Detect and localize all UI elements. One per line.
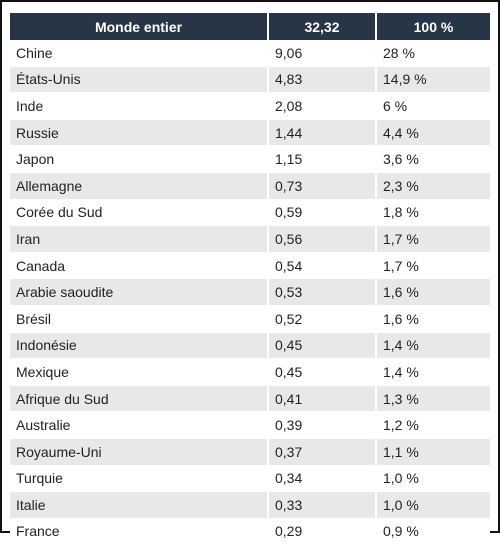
table-body: Chine 9,06 28 % États-Unis 4,83 14,9 % I… <box>10 40 490 545</box>
value-cell: 0,33 <box>267 492 375 519</box>
share-cell: 1,2 % <box>375 412 490 439</box>
value-cell: 0,34 <box>267 465 375 493</box>
country-cell: Corée du Sud <box>10 199 267 227</box>
table-row: Royaume-Uni 0,37 1,1 % <box>10 438 490 466</box>
table-row: Italie 0,33 1,0 % <box>10 492 490 519</box>
share-cell: 1,6 % <box>375 305 490 333</box>
share-cell: 1,4 % <box>375 359 490 386</box>
table-row: Allemagne 0,73 2,3 % <box>10 172 490 200</box>
value-cell: 0,45 <box>267 332 375 360</box>
share-cell: 1,3 % <box>375 385 490 413</box>
header-cell-region: Monde entier <box>10 13 267 40</box>
table-row: Afrique du Sud 0,41 1,3 % <box>10 385 490 413</box>
country-cell: Inde <box>10 93 267 120</box>
country-cell: Arabie saoudite <box>10 279 267 306</box>
country-cell: Afrique du Sud <box>10 385 267 413</box>
value-cell: 9,06 <box>267 40 375 67</box>
table-row: Mexique 0,45 1,4 % <box>10 359 490 386</box>
country-cell: Chine <box>10 40 267 67</box>
value-cell: 2,08 <box>267 93 375 120</box>
table-row: Iran 0,56 1,7 % <box>10 226 490 253</box>
country-cell: Australie <box>10 412 267 439</box>
value-cell: 0,45 <box>267 359 375 386</box>
country-cell: Italie <box>10 492 267 519</box>
share-cell: 1,8 % <box>375 199 490 227</box>
value-cell: 0,59 <box>267 199 375 227</box>
header-cell-value: 32,32 <box>267 13 375 40</box>
value-cell: 4,83 <box>267 66 375 94</box>
table-row: France 0,29 0,9 % <box>10 518 490 545</box>
country-cell: Russie <box>10 119 267 147</box>
table-row: Australie 0,39 1,2 % <box>10 412 490 439</box>
table-row: Turquie 0,34 1,0 % <box>10 465 490 493</box>
value-cell: 0,41 <box>267 385 375 413</box>
country-cell: Mexique <box>10 359 267 386</box>
table-row: Inde 2,08 6 % <box>10 93 490 120</box>
share-cell: 4,4 % <box>375 119 490 147</box>
value-cell: 0,37 <box>267 438 375 466</box>
header-row: Monde entier 32,32 100 % <box>10 13 490 40</box>
header-cell-share: 100 % <box>375 13 490 40</box>
country-cell: Japon <box>10 146 267 173</box>
country-cell: Royaume-Uni <box>10 438 267 466</box>
value-cell: 0,29 <box>267 518 375 545</box>
country-cell: Allemagne <box>10 172 267 200</box>
table-row: Canada 0,54 1,7 % <box>10 252 490 280</box>
value-cell: 0,53 <box>267 279 375 306</box>
emissions-table: Monde entier 32,32 100 % Chine 9,06 28 %… <box>10 13 490 545</box>
table-row: Indonésie 0,45 1,4 % <box>10 332 490 360</box>
share-cell: 28 % <box>375 40 490 67</box>
share-cell: 1,0 % <box>375 492 490 519</box>
share-cell: 1,6 % <box>375 279 490 306</box>
share-cell: 1,0 % <box>375 465 490 493</box>
table-row: Corée du Sud 0,59 1,8 % <box>10 199 490 227</box>
country-cell: Brésil <box>10 305 267 333</box>
share-cell: 1,7 % <box>375 252 490 280</box>
table-row: États-Unis 4,83 14,9 % <box>10 66 490 94</box>
table-header: Monde entier 32,32 100 % <box>10 13 490 40</box>
value-cell: 0,56 <box>267 226 375 253</box>
value-cell: 0,39 <box>267 412 375 439</box>
country-cell: Indonésie <box>10 332 267 360</box>
value-cell: 0,73 <box>267 172 375 200</box>
share-cell: 3,6 % <box>375 146 490 173</box>
share-cell: 6 % <box>375 93 490 120</box>
country-cell: Canada <box>10 252 267 280</box>
country-cell: Iran <box>10 226 267 253</box>
share-cell: 1,1 % <box>375 438 490 466</box>
share-cell: 2,3 % <box>375 172 490 200</box>
table-row: Russie 1,44 4,4 % <box>10 119 490 147</box>
country-cell: France <box>10 518 267 545</box>
value-cell: 0,52 <box>267 305 375 333</box>
value-cell: 1,44 <box>267 119 375 147</box>
share-cell: 14,9 % <box>375 66 490 94</box>
value-cell: 1,15 <box>267 146 375 173</box>
share-cell: 1,7 % <box>375 226 490 253</box>
table-row: Arabie saoudite 0,53 1,6 % <box>10 279 490 306</box>
country-cell: États-Unis <box>10 66 267 94</box>
table-row: Chine 9,06 28 % <box>10 40 490 67</box>
table-row: Brésil 0,52 1,6 % <box>10 305 490 333</box>
share-cell: 0,9 % <box>375 518 490 545</box>
value-cell: 0,54 <box>267 252 375 280</box>
country-cell: Turquie <box>10 465 267 493</box>
table-row: Japon 1,15 3,6 % <box>10 146 490 173</box>
share-cell: 1,4 % <box>375 332 490 360</box>
